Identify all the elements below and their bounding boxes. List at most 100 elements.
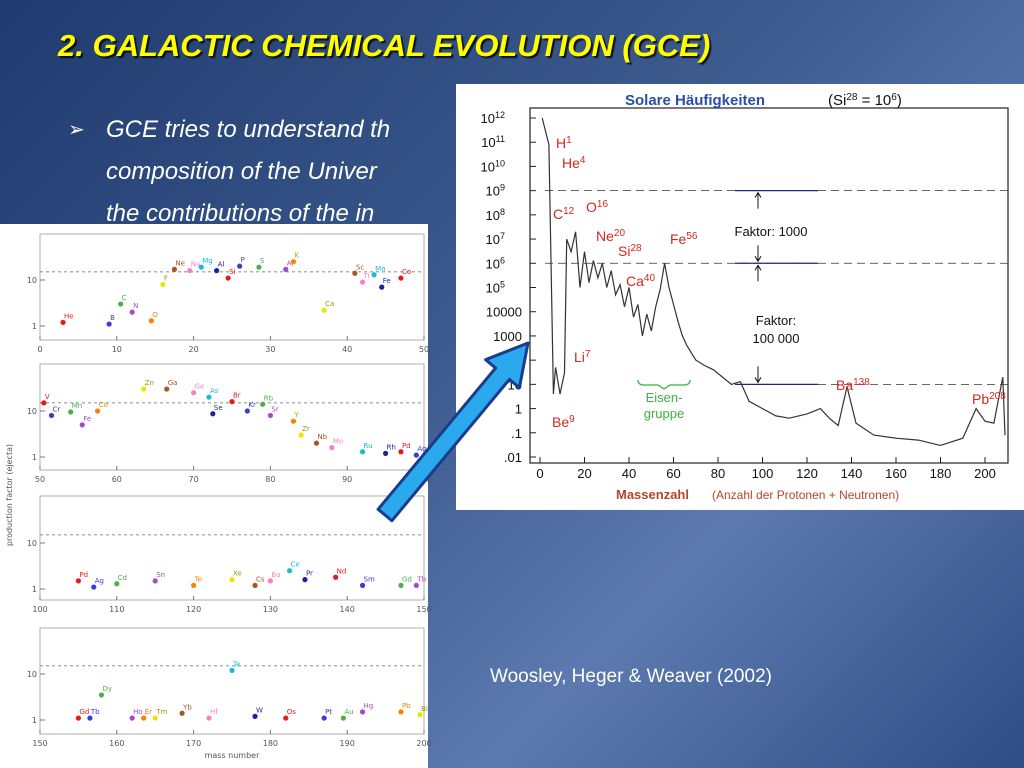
element-dot	[313, 440, 320, 446]
element-label: N	[133, 302, 138, 310]
peak-element: Ca	[626, 273, 644, 289]
element-label: Rh	[387, 443, 396, 451]
peak-mass: 16	[597, 199, 609, 210]
x-tick-label: 20	[577, 466, 591, 481]
y-tick-exp: 8	[500, 207, 505, 217]
element-label: Ga	[168, 379, 178, 387]
peak-mass: 138	[853, 377, 870, 388]
y-tick-exp: 7	[500, 231, 505, 241]
y-tick-exp: 11	[496, 134, 505, 144]
element-label: Pr	[306, 570, 313, 578]
factor-arrowhead	[754, 191, 762, 198]
element-dot	[191, 390, 197, 396]
x-tick-label: 160	[109, 739, 124, 748]
element-label: Y	[293, 411, 299, 419]
peak-mass: 1	[566, 135, 572, 146]
element-label: Mn	[375, 265, 385, 273]
element-dot	[413, 452, 419, 458]
element-dot	[398, 709, 404, 715]
x-tick-label: 150	[416, 605, 431, 614]
y-tick-base: 10	[481, 111, 495, 126]
y-tick-label: 109	[486, 183, 505, 199]
element-dot	[260, 401, 266, 407]
element-label: Ho	[133, 708, 143, 716]
element-label: Al	[218, 261, 225, 269]
right-x-label: Massenzahl	[616, 487, 689, 502]
element-dot	[333, 574, 339, 580]
element-label: Cs	[256, 575, 265, 583]
element-label: Te	[194, 575, 202, 583]
panel-frame	[39, 363, 425, 471]
element-label: Zn	[145, 379, 154, 387]
element-dot	[160, 281, 166, 288]
element-dot	[398, 449, 404, 455]
peak-element: C	[553, 206, 563, 222]
peak-element: Li	[574, 349, 585, 365]
element-dot	[321, 715, 327, 721]
element-dot	[398, 275, 404, 281]
peak-element: He	[562, 155, 580, 171]
x-tick-label: 170	[186, 739, 201, 748]
element-label: Co	[99, 401, 108, 409]
left-x-label: mass number	[205, 751, 261, 760]
x-tick-label: 0	[536, 466, 543, 481]
y-tick-label: 106	[486, 255, 505, 271]
element-dot	[87, 715, 93, 721]
element-label: S	[260, 257, 265, 265]
element-dot	[340, 715, 346, 721]
element-label: W	[256, 706, 263, 714]
x-tick-label: 60	[666, 466, 680, 481]
element-label: O	[152, 311, 158, 319]
element-dot	[141, 386, 147, 392]
peak-element: Ba	[836, 377, 853, 393]
element-label: Mo	[333, 438, 343, 446]
x-tick-label: 150	[32, 739, 47, 748]
element-label: Dy	[102, 685, 112, 693]
element-label: Tm	[155, 708, 167, 716]
element-dot	[191, 582, 197, 588]
element-label: Zr	[302, 425, 310, 433]
y-tick-base: 1000	[493, 329, 522, 344]
peak-label: C12	[553, 206, 575, 223]
element-label: Br	[233, 392, 241, 400]
x-tick-label: 110	[109, 605, 124, 614]
y-tick-label: 1	[515, 402, 522, 417]
element-dot	[210, 411, 216, 417]
y-tick-base: 10	[486, 256, 500, 271]
group-brace	[637, 379, 691, 390]
y-tick-label: 1	[32, 453, 37, 462]
element-label: Cr	[53, 405, 61, 413]
element-label: Ag	[417, 445, 426, 453]
x-tick-label: 0	[37, 345, 42, 354]
right-plot-frame	[529, 107, 1009, 464]
factor-label: Faktor:	[756, 313, 796, 328]
element-label: Fe	[83, 415, 91, 423]
x-tick-label: 70	[189, 475, 199, 484]
element-dot	[129, 309, 135, 315]
element-dot	[229, 577, 235, 583]
element-label: Ti	[363, 272, 370, 280]
peak-element: Ne	[596, 228, 614, 244]
x-tick-label: 50	[419, 345, 429, 354]
element-dot	[225, 275, 231, 281]
element-label: Ge	[195, 383, 205, 391]
element-label: Hg	[364, 702, 374, 710]
y-tick-label: 10000	[486, 305, 522, 320]
x-tick-label: 80	[265, 475, 275, 484]
slide-title: 2. GALACTIC CHEMICAL EVOLUTION (GCE)	[57, 28, 710, 63]
element-label: Te	[232, 660, 240, 668]
element-dot	[329, 445, 335, 451]
peak-label: Be9	[552, 414, 575, 431]
right-title: Solare Häufigkeiten	[625, 92, 765, 109]
peak-mass: 7	[585, 349, 591, 360]
element-dot	[48, 412, 55, 419]
element-label: Ne	[175, 259, 185, 267]
element-dot	[79, 422, 85, 428]
element-dot	[171, 266, 177, 272]
element-dot	[321, 307, 327, 313]
element-dot	[417, 712, 423, 718]
x-tick-label: 90	[342, 475, 352, 484]
element-dot	[302, 577, 308, 583]
element-dot	[256, 264, 262, 270]
